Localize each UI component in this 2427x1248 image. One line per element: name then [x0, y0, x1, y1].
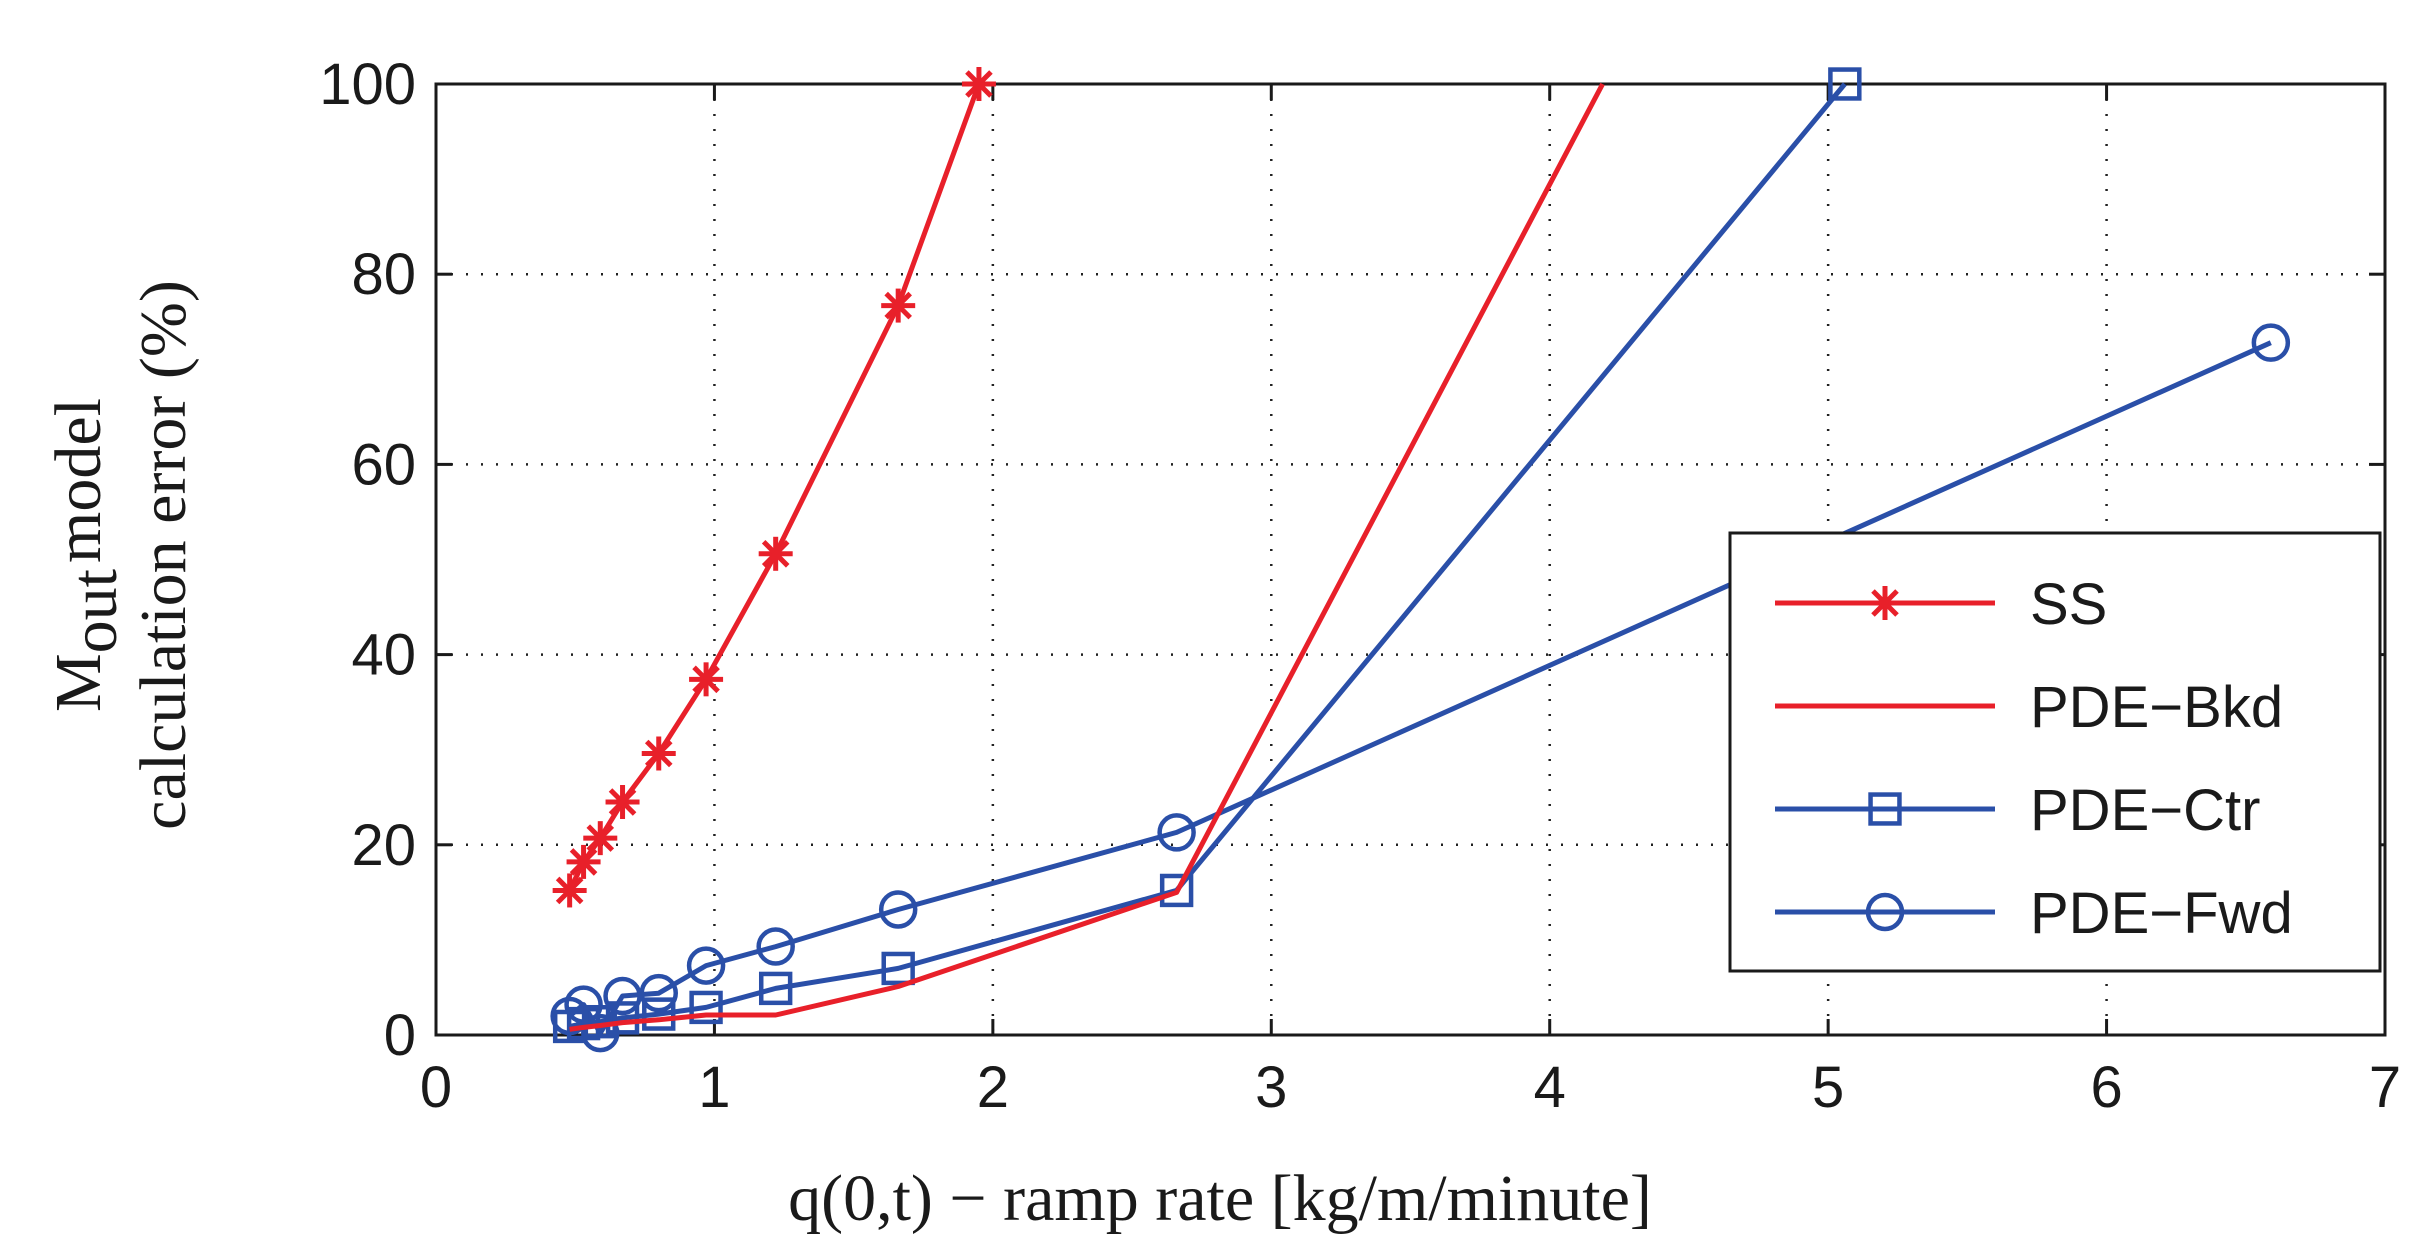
legend-box: [1728, 531, 2382, 973]
asterisk-stroke: [761, 540, 790, 568]
y-tick-label: 80: [351, 242, 416, 307]
data-point-ss: [605, 785, 640, 820]
legend-label-ss: SS: [2030, 572, 2107, 637]
x-tick-label: 0: [420, 1055, 452, 1120]
series-group: [550, 67, 2291, 1053]
asterisk-stroke: [1871, 589, 1899, 617]
y-axis-title-subscript: out: [58, 569, 131, 653]
data-point-pde-fwd: [1157, 813, 1196, 852]
data-point-pde-fwd: [2251, 323, 2291, 362]
legend-item-pde-ctr: PDE−Ctr: [1775, 778, 2260, 843]
legend-label-pde-bkd: PDE−Bkd: [2030, 675, 2283, 740]
data-point-ss: [881, 288, 916, 323]
asterisk-stroke: [692, 665, 720, 694]
plot-frame: [434, 82, 2387, 1037]
asterisk-stroke: [608, 788, 637, 816]
series-pde-ctr: [552, 67, 1862, 1044]
y-tick-label: 20: [351, 813, 416, 878]
asterisk-stroke: [569, 848, 598, 876]
series-pde-bkd: [569, 82, 1605, 1032]
data-point-pde-ctr: [1828, 67, 1862, 101]
y-axis-title: Moutmodel calculation error (%): [42, 280, 200, 830]
x-tick-label: 4: [1534, 1055, 1566, 1120]
data-point-pde-fwd: [756, 927, 795, 966]
legend-item-ss: SS: [1775, 572, 2107, 637]
legend-marker-ss: [1868, 586, 1902, 620]
x-tick-label: 2: [977, 1055, 1009, 1120]
data-point-pde-fwd: [603, 976, 642, 1016]
x-axis-title: q(0,t) − ramp rate [kg/m/minute]: [788, 1162, 1652, 1235]
y-tick-label: 0: [384, 1003, 416, 1068]
y-axis-title-line2: calculation error (%): [127, 280, 200, 830]
data-point-ss: [566, 844, 601, 879]
asterisk-stroke: [644, 739, 673, 768]
data-point-pde-ctr: [1159, 873, 1194, 908]
x-tick-label: 3: [1255, 1055, 1287, 1120]
legend-marker-pde-fwd: [1865, 892, 1905, 932]
asterisk-stroke: [586, 824, 615, 852]
data-point-ss: [961, 67, 996, 101]
data-point-pde-ctr: [758, 971, 793, 1006]
data-point-pde-ctr: [642, 997, 676, 1031]
data-point-pde-fwd: [878, 890, 918, 929]
y-axis-title-model: model: [42, 398, 115, 563]
y-tick-label: 40: [351, 623, 416, 688]
data-point-pde-fwd: [686, 946, 726, 985]
y-tick-label: 100: [319, 52, 416, 117]
data-point-pde-ctr: [689, 990, 723, 1025]
asterisk-stroke: [965, 70, 993, 98]
x-tick-label: 5: [1812, 1055, 1844, 1120]
asterisk-stroke: [884, 291, 912, 320]
legend: SS PDE−Bkd PDE−Ctr PDE−Fwd: [1728, 531, 2382, 973]
y-tick-label: 60: [351, 432, 416, 497]
x-tick-label: 7: [2369, 1055, 2401, 1120]
x-tick-label: 6: [2090, 1055, 2122, 1120]
data-point-pde-fwd: [639, 973, 678, 1013]
legend-label-pde-ctr: PDE−Ctr: [2030, 778, 2260, 843]
series-ss: [552, 67, 996, 908]
data-point-ss: [552, 873, 587, 908]
legend-item-pde-bkd: PDE−Bkd: [1775, 675, 2283, 740]
legend-label-pde-fwd: PDE−Fwd: [2030, 881, 2293, 946]
series-line-pde-bkd: [569, 82, 1605, 1032]
series-pde-fwd: [550, 323, 2291, 1053]
x-tick-label: 1: [698, 1055, 730, 1120]
data-point-pde-ctr: [881, 951, 915, 986]
data-point-ss: [583, 821, 618, 856]
asterisk-stroke: [555, 876, 584, 905]
data-point-ss: [641, 736, 676, 771]
y-axis-title-line1: Moutmodel: [42, 398, 131, 712]
y-axis-title-m: M: [42, 653, 115, 712]
legend-item-pde-fwd: PDE−Fwd: [1775, 881, 2293, 946]
data-point-ss: [689, 662, 724, 697]
series-line-pde-ctr: [569, 82, 1847, 1029]
legend-marker-pde-ctr: [1868, 792, 1902, 826]
axis-ticks: 0 1 2 3 4 5 6 7 0 20 40 60 80 100: [319, 52, 2401, 1120]
data-point-ss: [758, 536, 793, 571]
data-point-pde-ctr: [605, 1001, 640, 1035]
